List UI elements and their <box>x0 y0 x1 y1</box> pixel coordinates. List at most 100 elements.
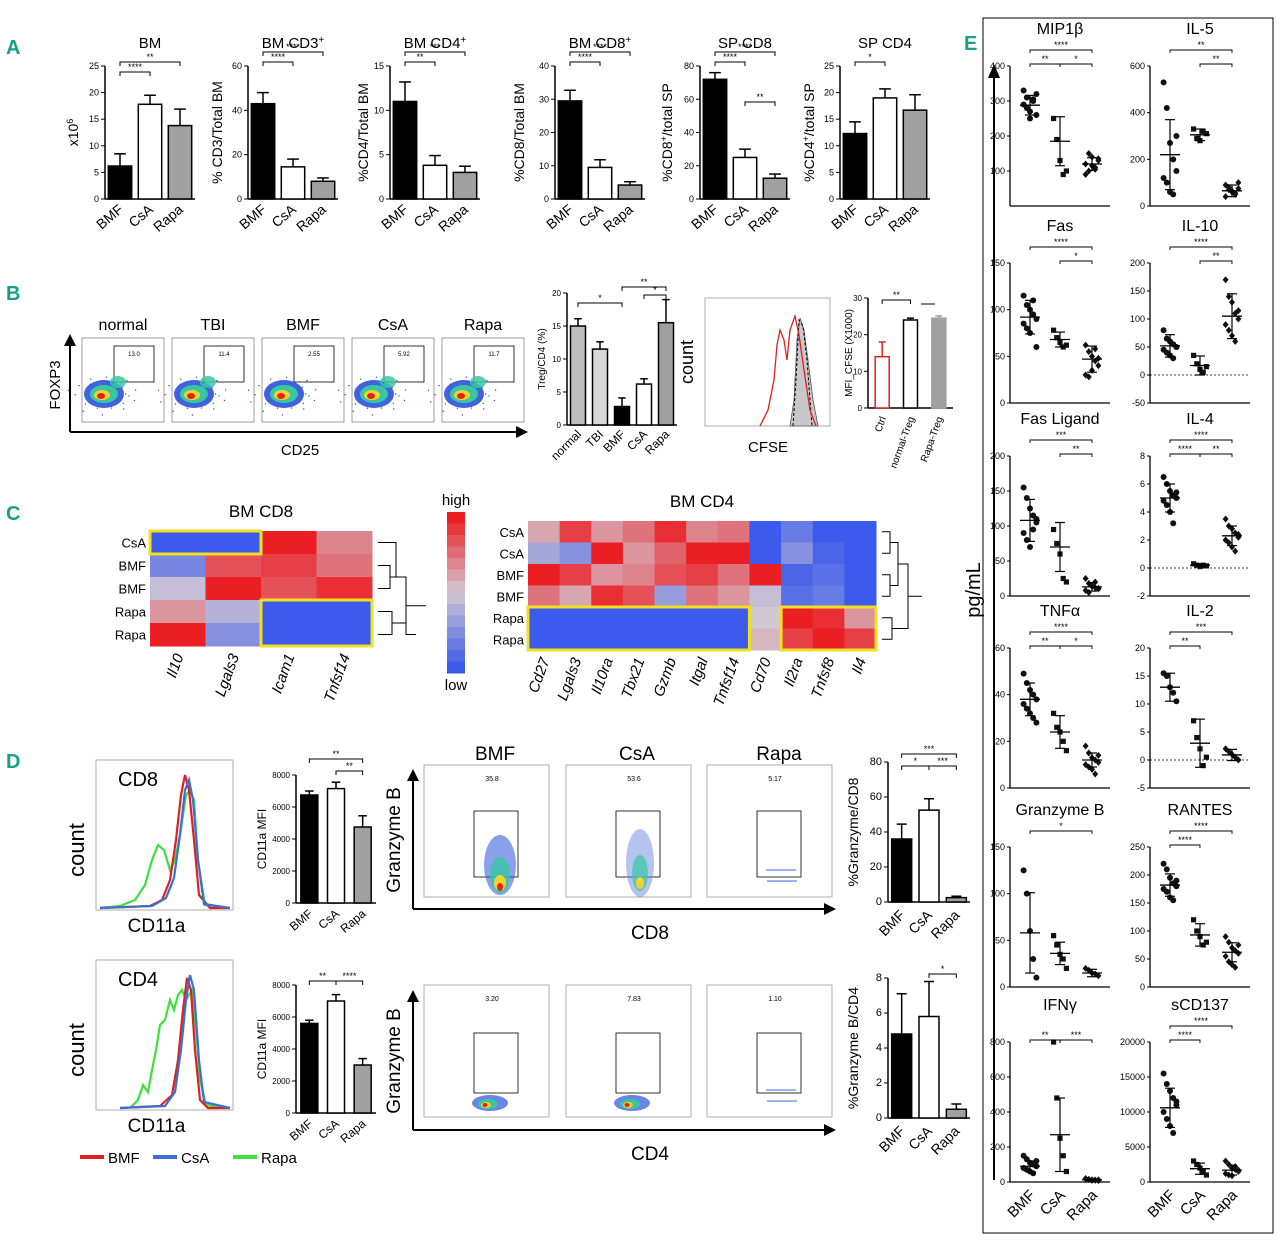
heatmap-col-label: Il2ra <box>781 656 807 689</box>
chart-title: BM CD8+ <box>569 35 632 53</box>
flow-density-core <box>482 1103 488 1107</box>
y-tick-label: 6000 <box>272 803 290 812</box>
heatmap-cell <box>150 531 206 555</box>
significance-label: **** <box>578 52 593 62</box>
flow-event <box>112 381 114 384</box>
dot-plot-IL-5: 0 200 400 600 ** ** IL-5 <box>1130 21 1250 211</box>
y-tick-label: 100 <box>990 521 1005 531</box>
y-tick-label: 50 <box>995 556 1005 566</box>
bar <box>874 355 890 409</box>
flow-event <box>780 1089 782 1091</box>
heatmap-cell <box>150 554 206 578</box>
y-tick-label: 60 <box>870 791 882 803</box>
y-tick-label: 5 <box>829 167 834 177</box>
flow-density-core <box>187 393 195 399</box>
data-point <box>1092 345 1099 353</box>
heatmap-cell <box>717 628 750 651</box>
y-tick-label: 80 <box>870 756 882 768</box>
flow-gate-value: 11.7 <box>488 352 500 358</box>
flow-event <box>769 1100 771 1102</box>
flow-event <box>793 1100 795 1102</box>
flow-event <box>160 401 162 403</box>
y-tick-label: 2 <box>876 1077 882 1089</box>
data-point <box>1051 933 1057 939</box>
data-point <box>1027 115 1033 122</box>
heatmap-cell <box>261 577 317 601</box>
data-point <box>1082 341 1089 349</box>
flow-event <box>783 880 785 882</box>
bar <box>945 896 968 903</box>
category-label: normal-Treg <box>888 415 917 470</box>
flow-event <box>280 380 282 383</box>
y-tick-label: 100 <box>990 166 1005 176</box>
data-point <box>1235 315 1242 323</box>
flow-event <box>366 407 369 409</box>
flow-event <box>262 410 265 412</box>
y-tick-label: 20 <box>824 88 834 98</box>
y-tick-label: 60 <box>995 643 1005 653</box>
flow-event <box>772 869 774 871</box>
y-tick-label: 50 <box>995 351 1005 361</box>
heatmap-title: BM CD8 <box>229 502 293 521</box>
y-tick-label: 0 <box>1000 783 1005 793</box>
data-point <box>1033 112 1040 118</box>
flow-event <box>202 381 204 384</box>
significance-bracket <box>1059 260 1093 264</box>
histogram-frame <box>95 959 234 1111</box>
flow-event <box>481 386 483 388</box>
significance-bracket <box>1059 1039 1093 1043</box>
flow-event <box>84 403 87 405</box>
flow-gate <box>756 810 802 878</box>
y-tick-label: 200 <box>1130 258 1145 268</box>
data-point <box>1163 1081 1170 1087</box>
cfse-x-label: CFSE <box>748 439 788 456</box>
flow-event <box>778 869 780 871</box>
flow-column-title: Rapa <box>756 744 802 765</box>
flow-gate-value: 5.92 <box>398 352 410 358</box>
y-axis-label: %CD4/Total BM <box>355 83 371 182</box>
flow-event <box>105 376 108 378</box>
legend-swatch <box>447 627 465 639</box>
significance-label: * <box>1074 636 1078 646</box>
y-tick-label: 2000 <box>272 1077 290 1086</box>
heatmap-cell <box>812 564 845 586</box>
flow-x-arrowhead <box>824 1124 836 1136</box>
y-tick-label: 10 <box>824 141 834 151</box>
flow-y-arrowhead <box>407 990 419 1002</box>
histogram-legend: BMF CsA Rapa <box>80 1150 298 1167</box>
y-tick-label: 0 <box>544 194 549 204</box>
histogram-y-label: count <box>64 823 89 877</box>
significance-bracket <box>119 61 181 66</box>
bar <box>326 1000 346 1114</box>
y-tick-label: 15000 <box>1120 1072 1145 1082</box>
significance-label: **** <box>1194 1016 1209 1026</box>
flow-event <box>769 880 771 882</box>
heatmap-col-label: Il4 <box>849 656 870 677</box>
heatmap-cell <box>528 628 561 651</box>
significance-label: *** <box>924 744 935 754</box>
heatmap-cell <box>622 564 656 586</box>
flow-density-core <box>497 883 503 891</box>
heatmap-col-label: Cd70 <box>747 655 775 695</box>
flow-event <box>791 1100 793 1102</box>
category-label: Rapa <box>885 201 921 235</box>
y-tick-label: 5 <box>379 150 384 160</box>
heatmap-cell <box>591 628 624 651</box>
data-point <box>1020 484 1027 491</box>
flow-event <box>794 869 796 871</box>
flow-event <box>270 378 272 380</box>
flow-x-arrowhead <box>516 426 528 438</box>
heatmap-col-label: Cd27 <box>525 655 553 695</box>
bar <box>890 838 913 903</box>
heatmap-cell <box>150 600 206 624</box>
significance-bracket <box>308 758 364 763</box>
heatmap-cell <box>528 564 561 586</box>
flow-event <box>788 869 790 871</box>
dendrogram-branch <box>378 611 393 635</box>
y-tick-label: 200 <box>990 131 1005 141</box>
flow-event <box>486 379 488 382</box>
significance-bracket <box>1169 246 1233 250</box>
